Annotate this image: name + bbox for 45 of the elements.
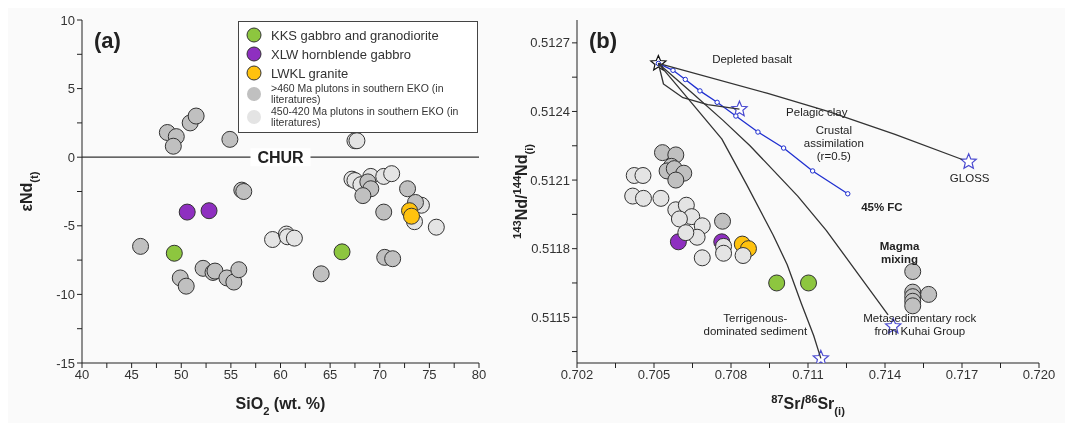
y-tick-label: 0.5118 <box>531 241 570 257</box>
ref-line-label: CHUR <box>257 149 305 167</box>
y-tick-label: -10 <box>56 287 75 303</box>
x-tick-label: 65 <box>322 367 338 383</box>
y-tick-label: 5 <box>67 81 75 97</box>
x-tick-label: 0.717 <box>945 367 979 383</box>
x-tick-label: 75 <box>422 367 437 383</box>
x-tick-label: 0.708 <box>714 367 748 383</box>
x-tick-label: 70 <box>372 367 387 383</box>
y-tick-label: 0.5124 <box>530 104 570 120</box>
annotation: Magma mixing <box>879 240 920 267</box>
x-tick-label: 0.702 <box>560 367 594 383</box>
chart-title: (b) <box>589 28 618 54</box>
annotation: Metasedimentary rock from Kuhai Group <box>863 312 977 339</box>
legend-label: >460 Ma plutons in southern EKO (in literatures) <box>271 82 445 105</box>
y-tick-label: 0.5127 <box>530 35 570 51</box>
legend-label: LWKL granite <box>271 65 349 81</box>
x-tick-label: 0.720 <box>1022 367 1056 383</box>
y-tick-label: -15 <box>56 355 75 371</box>
x-axis-title: SiO$_{2}$ (wt. %) <box>235 395 326 417</box>
y-tick-label: -5 <box>63 218 75 234</box>
x-tick-label: 80 <box>471 367 487 383</box>
y-tick-label: 0 <box>67 149 75 165</box>
annotation: Pelagic clay <box>786 105 848 119</box>
x-tick-label: 45 <box>124 367 139 383</box>
y-tick-label: 0.5121 <box>530 172 570 188</box>
x-axis-title: $^{87}$Sr/$^{86}$Sr$_{(i)}$ <box>771 393 846 417</box>
x-tick-label: 0.705 <box>637 367 671 383</box>
annotation: 45% FC <box>861 200 903 214</box>
annotation: Terrigenous- dominated sediment <box>703 312 808 339</box>
x-tick-label: 50 <box>174 367 189 383</box>
legend-label: XLW hornblende gabbro <box>271 46 411 62</box>
legend-label: 450-420 Ma plutons in southern EKO (in literatures) <box>271 105 460 128</box>
x-tick-label: 0.711 <box>792 367 824 383</box>
annotation: Crustal assimilation (r=0.5) <box>803 123 864 163</box>
chart-title: (a) <box>94 28 121 54</box>
x-tick-label: 60 <box>273 367 288 383</box>
x-tick-label: 40 <box>74 367 90 383</box>
x-tick-label: 0.714 <box>868 367 902 383</box>
annotation: Depleted basalt <box>712 52 793 66</box>
y-tick-label: 10 <box>60 12 75 28</box>
y-tick-label: 0.5115 <box>531 309 570 325</box>
annotation: GLOSS <box>949 171 990 185</box>
x-tick-label: 55 <box>223 367 239 383</box>
legend-label: KKS gabbro and granodiorite <box>271 27 439 43</box>
